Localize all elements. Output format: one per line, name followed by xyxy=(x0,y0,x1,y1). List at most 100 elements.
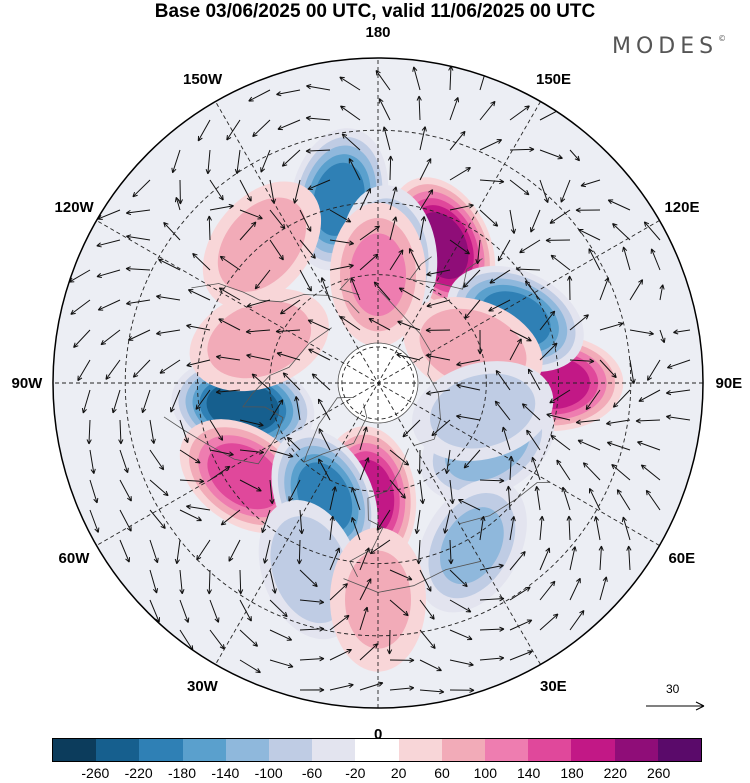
wind-arrow xyxy=(329,239,355,246)
wind-arrow xyxy=(156,294,181,301)
wind-arrow xyxy=(186,504,211,511)
wind-arrow xyxy=(414,509,421,535)
longitude-label: 150E xyxy=(536,70,572,88)
wind-arrow xyxy=(269,479,275,505)
wind-arrow xyxy=(158,258,181,271)
wind-arrow xyxy=(125,209,151,216)
wind-arrow xyxy=(215,389,241,395)
wind-arrow xyxy=(218,318,241,331)
wind-arrow xyxy=(462,269,481,288)
wind-arrow xyxy=(546,412,571,421)
map-boundary xyxy=(52,57,704,709)
reference-vector: 30 xyxy=(642,682,710,722)
wind-arrow xyxy=(186,323,211,331)
wind-arrow xyxy=(509,650,533,661)
wind-arrow xyxy=(419,158,432,181)
wind-arrow xyxy=(205,149,211,175)
wind-arrow xyxy=(449,629,473,641)
wind-arrow xyxy=(197,119,211,142)
wind-arrow xyxy=(419,216,427,241)
anomaly-field xyxy=(171,128,624,672)
wind-arrow xyxy=(582,462,601,481)
wind-arrow xyxy=(458,498,481,511)
wind-arrow xyxy=(239,209,263,220)
wind-arrow xyxy=(479,209,499,227)
wind-arrow xyxy=(86,419,92,445)
wind-arrow xyxy=(306,84,331,91)
wind-arrow xyxy=(187,289,211,301)
wind-arrow xyxy=(299,687,325,693)
wind-arrow xyxy=(81,389,91,414)
wind-arrow xyxy=(307,319,331,331)
wind-arrow xyxy=(397,320,421,331)
wind-arrow xyxy=(588,248,601,271)
wind-arrow xyxy=(179,509,202,522)
colorbar-labels: -260 -220 -180 -140 -100 -60 -20 20 60 100 140 180 2… xyxy=(0,765,750,783)
wind-arrow xyxy=(209,599,220,623)
wind-arrow xyxy=(359,606,369,631)
colorbar-swatch xyxy=(182,739,226,761)
wind-arrow xyxy=(389,249,404,271)
wind-arrow xyxy=(77,359,91,382)
colorbar-swatch xyxy=(96,739,140,761)
wind-arrow xyxy=(269,659,294,669)
wind-arrow xyxy=(329,547,341,571)
wind-arrow xyxy=(248,89,271,102)
wind-arrow xyxy=(226,119,241,141)
wind-arrow xyxy=(209,449,234,457)
wind-arrow xyxy=(501,426,511,451)
wind-arrow xyxy=(340,105,361,121)
longitude-label: 120W xyxy=(54,199,94,216)
longitude-label: 30E xyxy=(540,678,567,696)
wind-arrow xyxy=(269,449,294,458)
wind-arrow xyxy=(299,209,312,232)
wind-arrow xyxy=(479,178,505,185)
wind-arrow xyxy=(299,656,325,662)
wind-arrow xyxy=(606,441,631,451)
wind-arrow xyxy=(419,479,426,505)
longitude-label: 120E xyxy=(664,199,700,216)
wind-arrow xyxy=(419,569,432,592)
wind-arrow xyxy=(298,509,305,535)
wind-arrow xyxy=(638,389,661,402)
wind-arrow xyxy=(479,478,505,484)
wind-arrow xyxy=(479,515,486,541)
wind-arrow xyxy=(218,287,241,301)
wind-arrow xyxy=(149,449,165,471)
wind-arrow xyxy=(100,329,121,346)
wind-arrow xyxy=(294,396,301,421)
wind-arrow xyxy=(509,146,535,153)
wind-arrow xyxy=(549,209,571,224)
wind-arrow xyxy=(305,148,331,154)
wind-arrow xyxy=(378,98,391,121)
wind-arrow xyxy=(607,199,631,211)
colorbar-swatch xyxy=(225,739,270,761)
wind-arrow xyxy=(389,685,415,691)
coastline xyxy=(349,448,409,578)
wind-arrow xyxy=(419,659,442,672)
wind-arrow xyxy=(569,609,585,631)
wind-arrow xyxy=(252,119,271,138)
wind-arrow xyxy=(479,655,505,661)
longitude-label: 60E xyxy=(668,550,696,567)
wind-arrow xyxy=(509,516,516,541)
wind-arrow xyxy=(665,389,691,396)
colorbar-tick-label: -20 xyxy=(345,765,366,781)
wind-arrow xyxy=(659,284,665,301)
wind-arrow xyxy=(479,100,496,121)
wind-arrow xyxy=(245,328,271,335)
wind-arrow xyxy=(449,479,455,505)
wind-arrow xyxy=(317,398,331,421)
latitude-circle xyxy=(269,274,487,492)
wind-arrow xyxy=(456,383,481,391)
wind-arrow xyxy=(359,643,379,661)
longitude-label: 0 xyxy=(374,725,383,743)
wind-arrow xyxy=(556,459,571,481)
colorbar-swatch xyxy=(614,739,658,761)
wind-arrow xyxy=(369,539,391,555)
wind-arrow xyxy=(666,359,691,369)
wind-arrow xyxy=(299,239,316,259)
wind-arrow xyxy=(119,449,129,474)
wind-arrow xyxy=(119,509,132,532)
wind-arrow xyxy=(179,478,205,484)
